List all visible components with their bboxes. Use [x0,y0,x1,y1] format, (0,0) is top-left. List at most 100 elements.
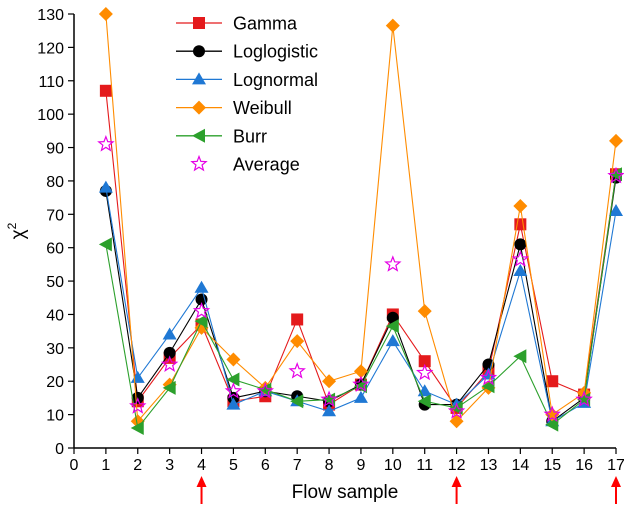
data-point [609,203,623,216]
y-axis-label-main: χ [8,229,29,239]
legend-marker [193,17,205,29]
ticks: 0 1 2 3 4 5 6 7 8 9 10 11 12 13 14 15 16 1701020304050607… [37,7,624,474]
data-point [288,362,306,379]
y-tick-label: 20 [46,374,64,391]
legend: Gamma Loglogistic Lognormal Weibull Burr Aver… [176,14,318,175]
data-point [98,180,113,193]
series-average [97,135,624,423]
data-point [194,280,209,293]
data-point [543,405,561,423]
data-point [417,394,431,409]
data-point [447,402,466,419]
y-tick-label: 10 [46,408,64,425]
y-tick-label: 60 [46,241,64,258]
data-point [514,238,527,251]
y-tick-label: 130 [37,7,64,24]
data-point [129,397,147,414]
y-tick-label: 50 [46,274,64,291]
legend-label: Loglogistic [233,42,318,62]
y-axis-label-superscript: 2 [5,222,19,229]
y-tick-label: 100 [37,107,64,124]
legend-item-weibull: Weibull [176,98,292,118]
y-tick-label: 70 [46,207,64,224]
x-tick-label: 12 [448,457,466,474]
x-tick-label: 8 [325,457,334,474]
annotation-arrows [196,476,621,504]
x-tick-label: 4 [197,457,206,474]
series-burr [98,167,622,435]
x-tick-label: 1 [101,457,110,474]
y-tick-label: 110 [38,74,64,91]
data-point [577,392,591,407]
data-point [322,404,337,417]
legend-marker [192,72,206,85]
series-weibull [98,7,623,429]
data-point [162,327,177,340]
legend-label: Burr [233,126,267,146]
data-point [194,314,208,329]
legend-item-gamma: Gamma [176,14,298,34]
data-point [290,394,304,409]
x-tick-label: 5 [229,457,238,474]
y-tick-label: 80 [46,174,64,191]
arrow-head [611,476,621,487]
data-point [575,390,593,408]
data-point [513,198,528,213]
legend-item-burr: Burr [176,126,267,146]
data-point [195,293,208,306]
legend-marker [192,100,206,115]
data-point [352,375,370,392]
data-point [98,237,112,252]
data-point [226,372,240,387]
data-point [163,346,176,359]
arrow-head [451,476,462,487]
x-tick-label: 7 [293,457,302,474]
legend-item-average: Average [190,154,300,175]
y-tick-label: 0 [55,441,64,458]
legend-label: Average [233,155,300,175]
x-tick-label: 15 [543,457,561,474]
data-point [353,390,368,403]
data-point [226,352,241,367]
x-tick-label: 16 [575,457,593,474]
data-point [513,264,528,277]
x-tick-label: 10 [384,457,402,474]
data-point [162,380,176,395]
data-point [607,166,624,184]
x-axis-label: Flow sample [292,482,399,503]
legend-label: Weibull [233,98,292,118]
y-tick-label: 120 [37,40,64,57]
data-point [513,349,527,364]
y-tick-label: 90 [46,141,64,158]
x-tick-label: 9 [356,457,365,474]
legend-label: Lognormal [233,70,318,90]
data-point [385,18,400,33]
x-tick-label: 13 [480,457,498,474]
data-point [449,414,464,429]
data-point [384,255,402,272]
data-point [130,370,145,383]
x-tick-label: 0 [70,457,79,474]
data-point [609,133,623,148]
data-point [482,358,495,371]
legend-label: Gamma [233,14,298,34]
data-point [322,392,336,407]
legend-marker [190,154,208,172]
arrow-head [196,476,207,487]
data-point [98,7,113,21]
red-arrow [196,476,207,504]
data-point [511,250,530,267]
data-point [320,390,338,408]
data-point [226,397,241,410]
x-tick-label: 6 [261,457,270,474]
data-point [290,334,305,349]
data-point [353,364,368,379]
data-point [385,319,399,334]
data-point [256,382,275,399]
data-point [546,375,559,388]
data-point [449,400,463,415]
series-layer [97,7,624,435]
axes [73,14,616,449]
legend-marker [193,45,205,58]
